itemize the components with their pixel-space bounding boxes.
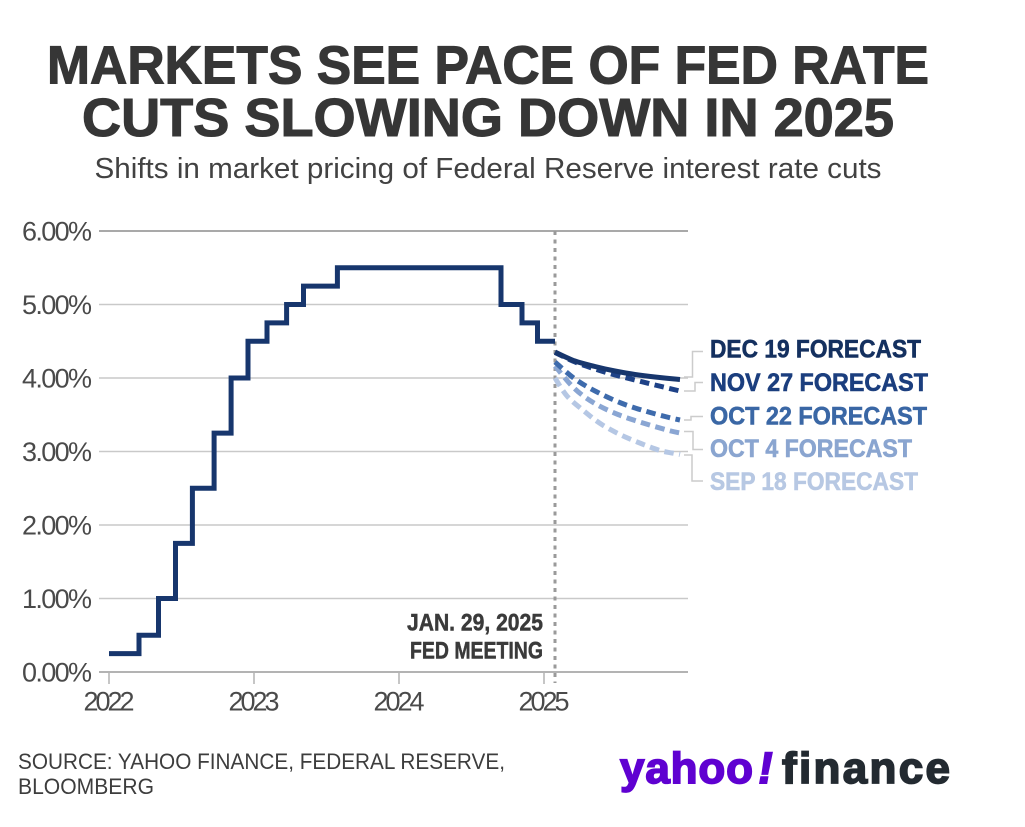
- svg-text:SOURCE: YAHOO FINANCE, FEDERAL: SOURCE: YAHOO FINANCE, FEDERAL RESERVE,: [18, 749, 505, 774]
- svg-text:JAN. 29, 2025: JAN. 29, 2025: [407, 610, 543, 637]
- svg-text:NOV 27 FORECAST: NOV 27 FORECAST: [710, 369, 928, 397]
- svg-text:SEP 18 FORECAST: SEP 18 FORECAST: [710, 468, 918, 496]
- svg-text:2024: 2024: [374, 687, 425, 717]
- svg-text:OCT 4 FORECAST: OCT 4 FORECAST: [710, 435, 912, 463]
- svg-text:DEC 19 FORECAST: DEC 19 FORECAST: [710, 336, 921, 364]
- svg-text:5.00%: 5.00%: [22, 290, 92, 320]
- svg-text:2.00%: 2.00%: [22, 511, 92, 541]
- svg-text:1.00%: 1.00%: [22, 584, 92, 614]
- svg-text:6.00%: 6.00%: [22, 217, 92, 247]
- svg-text:2025: 2025: [519, 687, 570, 717]
- svg-text:2023: 2023: [229, 687, 280, 717]
- svg-text:CUTS SLOWING DOWN IN 2025: CUTS SLOWING DOWN IN 2025: [82, 88, 894, 148]
- svg-text:4.00%: 4.00%: [22, 364, 92, 394]
- svg-text:2022: 2022: [84, 687, 135, 717]
- svg-text:3.00%: 3.00%: [22, 437, 92, 467]
- svg-text:yahoo: yahoo: [620, 744, 753, 793]
- svg-text:Shifts in market pricing of Fe: Shifts in market pricing of Federal Rese…: [95, 153, 882, 185]
- svg-text:finance: finance: [782, 744, 950, 793]
- svg-text:OCT 22 FORECAST: OCT 22 FORECAST: [710, 403, 927, 431]
- svg-text:FED MEETING: FED MEETING: [410, 638, 543, 665]
- svg-text:BLOOMBERG: BLOOMBERG: [18, 774, 154, 799]
- svg-text:0.00%: 0.00%: [22, 658, 92, 688]
- svg-text:MARKETS SEE PACE OF FED RATE: MARKETS SEE PACE OF FED RATE: [47, 36, 929, 96]
